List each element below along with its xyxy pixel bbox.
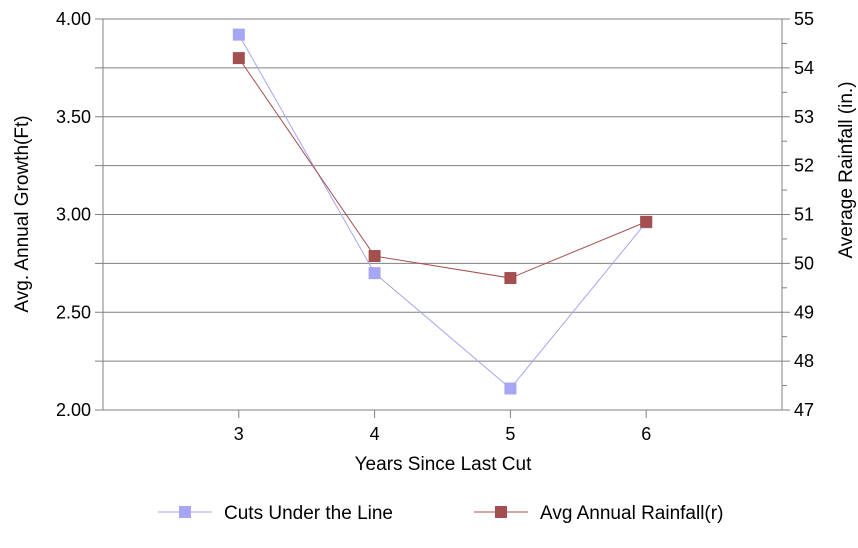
data-point-series-1	[232, 28, 245, 41]
y2-axis-title: Average Rainfall (in.)	[836, 81, 857, 258]
data-point-series-2	[368, 250, 381, 263]
y-tick-label: 4.00	[56, 9, 91, 29]
y2-tick-label: 49	[794, 302, 814, 322]
y2-tick-label: 55	[794, 9, 814, 29]
y-axis-title: Avg. Annual Growth(Ft)	[12, 115, 33, 312]
data-point-series-2	[640, 215, 653, 228]
y2-axis-ticks: 47 48 49 50 51 52 53 54 55	[782, 9, 814, 420]
data-point-series-1	[368, 267, 381, 280]
series-line-1	[238, 34, 647, 390]
data-point-series-2	[504, 272, 517, 285]
x-tick-label: 5	[505, 424, 515, 444]
legend-marker-2	[495, 506, 507, 518]
y-tick-label: 2.50	[56, 302, 91, 322]
gridlines	[103, 18, 782, 362]
y2-tick-label: 54	[794, 58, 814, 78]
y-tick-label: 3.00	[56, 205, 91, 225]
y2-tick-label: 48	[794, 351, 814, 371]
data-point-series-1	[504, 382, 517, 395]
legend-marker-1	[179, 506, 191, 518]
series	[232, 28, 653, 395]
y-tick-label: 3.50	[56, 107, 91, 127]
x-tick-label: 4	[370, 424, 380, 444]
y2-tick-label: 53	[794, 107, 814, 127]
y2-tick-label: 52	[794, 156, 814, 176]
legend-label-1: Cuts Under the Line	[224, 503, 393, 524]
y2-tick-label: 51	[794, 205, 814, 225]
series-line-2	[238, 57, 647, 279]
x-axis-ticks: 3 4 5 6	[234, 410, 651, 444]
y-tick-label: 2.00	[56, 400, 91, 420]
x-tick-label: 6	[641, 424, 651, 444]
legend: Cuts Under the Line Avg Annual Rainfall(r…	[158, 503, 723, 524]
y2-tick-label: 50	[794, 253, 814, 273]
legend-label-2: Avg Annual Rainfall(r)	[540, 503, 723, 524]
y-axis-ticks: 2.00 2.50 3.00 3.50 4.00	[56, 9, 103, 420]
data-point-series-2	[232, 52, 245, 65]
x-tick-label: 3	[234, 424, 244, 444]
y2-tick-label: 47	[794, 400, 814, 420]
x-axis-title: Years Since Last Cut	[355, 454, 532, 475]
